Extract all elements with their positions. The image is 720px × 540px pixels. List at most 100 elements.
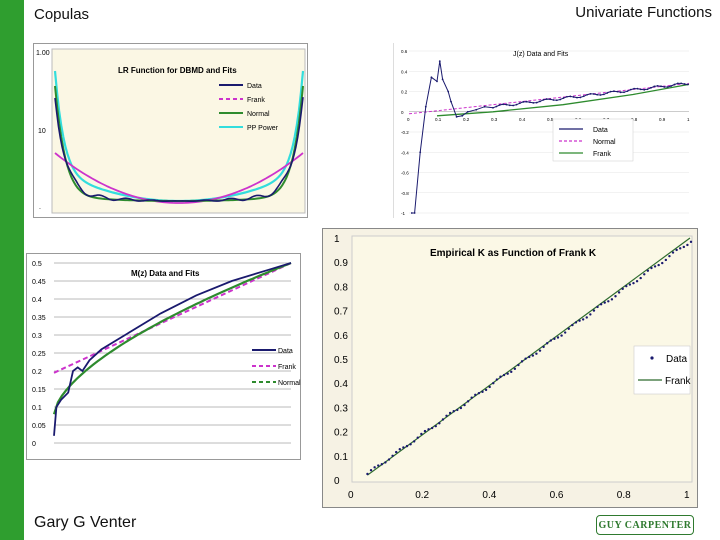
company-logo: GUY CARPENTER [596,515,694,535]
chart3-ytick: 0.3 [32,333,42,340]
chart4-data-point [599,303,603,306]
chart2-data-point [673,83,676,86]
chart2-data-point [552,99,555,101]
chart4-data-point [646,269,650,272]
chart4-data-point [506,372,509,375]
chart4-data-point [524,357,527,360]
chart3-series-frank [53,262,292,374]
chart4-data-point [664,258,668,262]
chart4-ytick: 0.7 [334,307,348,318]
chart4-data-point [675,248,678,252]
chart2-ytick: -0.6 [401,171,409,176]
chart4-data-point [463,403,466,407]
chart4-data-point [592,309,596,312]
chart4-data-point [387,458,391,461]
chart4-data-point [589,313,592,316]
chart4-data-point [405,444,409,448]
chart2-data-point [450,100,452,103]
chart4-data-point [513,367,517,371]
chart2-xtick: 0.4 [519,117,526,122]
chart2-data-point [438,60,441,63]
chart4-data-point [420,432,423,436]
chart2-data-point [680,82,683,85]
chart2-data-point [562,97,565,99]
chart4-data-point [653,265,657,268]
chart1-series-frank [54,152,304,204]
chart1-series-data [54,97,304,202]
chart4-legend-label: Data [666,354,688,365]
chart4-data-point [477,391,481,395]
chart4-ytick: 0.6 [334,331,348,342]
chart4-ytick: 0.1 [334,452,348,463]
chart4-data-point [596,305,599,309]
chart2-data-point [492,106,494,109]
chart2-data-point [670,85,672,87]
chart4-data-point [668,254,671,258]
chart4-data-point [495,378,499,381]
chart2-data-point [592,93,595,95]
chart2-data-point [441,78,444,81]
chart2-data-point [653,85,656,88]
chart2-ytick: -0.4 [401,150,409,155]
chart3-ytick: 0.35 [32,315,46,322]
chart2-data-point [656,85,659,87]
chart2-ytick: 0.2 [401,90,408,95]
chart2-title: J(z) Data and Fits [513,51,569,58]
chart2-data-point [623,91,625,94]
chart2-data-point [666,86,669,88]
chart2-data-point [646,88,649,91]
chart2-xtick: 0.9 [659,117,666,122]
chart4-data-point [549,339,552,342]
chart4-xtick: 0.2 [415,490,429,501]
chart1-legend-label: Normal [247,111,270,118]
chart-mz: 0.5 0.45 0.4 0.35 0.3 0.25 0.2 0.15 0.1 0.05 0 M(z… [26,253,301,460]
chart2-data-point [576,96,578,99]
chart2-legend-label: Normal [593,139,616,146]
chart2-data-point [424,105,427,108]
chart4-data-point [395,450,398,454]
chart3-ytick: 0.1 [32,405,42,412]
chart4-data-point [686,243,689,247]
chart4-data-point [391,454,394,457]
chart2-data-point [626,90,629,93]
chart3-ytick: 0.25 [32,351,46,358]
chart2-data-point [559,98,562,101]
slide-title-right: Univariate Functions [575,4,712,21]
chart4-data-point [574,321,578,324]
chart2-data-point [447,90,450,93]
chart2-data-point [636,87,639,90]
chart2-data-point [663,86,666,88]
chart4-ytick: 0.5 [334,355,348,366]
chart1-ytick-2: . [39,204,41,211]
chart2-data-point [650,86,652,89]
chart4-data-point [617,291,621,294]
chart4-ytick: 0.4 [334,379,348,390]
chart4-data-point [607,300,610,303]
chart4-data-point [671,251,675,254]
chart2-data-point [596,93,599,96]
chart4-data-point [585,316,588,319]
chart3-series-data [53,262,292,436]
chart4-data-point [571,323,574,327]
chart2-xtick: 0.3 [491,117,498,122]
chart4-data-point [639,276,642,280]
chart2-data-point [606,92,609,94]
chart4-data-point [377,464,380,467]
chart2-data-point [629,88,632,91]
chart2-xtick: 0.5 [547,117,554,122]
chart4-data-point [499,375,502,378]
chart4-data-point [423,429,427,433]
chart2-data-point [430,76,433,79]
chart3-legend-label: Data [278,348,293,355]
chart2-data-point [586,93,588,96]
chart4-data-point [369,469,373,472]
chart2-data-point [676,82,679,85]
chart2-data-point [633,87,636,90]
chart4-data-point [610,298,614,301]
chart4-data-point [416,436,419,439]
chart4-data-point [535,352,538,355]
chart2-data-point [419,151,422,154]
chart4-data-point [632,281,635,285]
chart1-legend-label: PP Power [247,125,279,132]
chart2-ytick: -1 [401,211,405,216]
